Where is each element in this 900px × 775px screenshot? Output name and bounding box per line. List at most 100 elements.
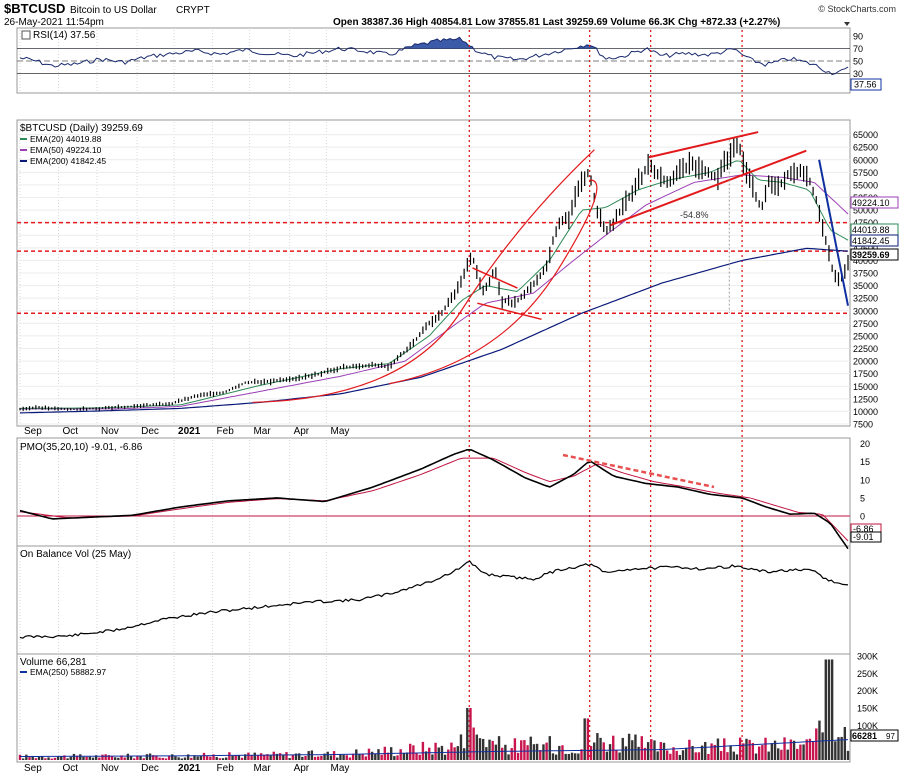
chart-date: 26-May-2021 11:54pm [4, 17, 104, 28]
volume-bar [738, 737, 742, 760]
chevron-down-icon[interactable] [844, 22, 850, 26]
volume-bar [761, 745, 764, 760]
ema200-legend: EMA(200) 41842.45 [30, 156, 106, 166]
volume-bar [751, 743, 755, 760]
volume-bar [418, 754, 421, 760]
volume-bar [516, 752, 520, 760]
volume-bar [818, 720, 821, 760]
volume-bar [542, 744, 545, 760]
volume-bar [580, 749, 583, 760]
volume-bar [669, 753, 672, 760]
volume-bar [361, 753, 364, 760]
volume-bar [646, 742, 650, 760]
volume-bar [47, 757, 50, 760]
volume-bar [434, 742, 437, 760]
volume-bar [313, 756, 317, 760]
volume-bar [358, 753, 361, 760]
volume-bar [351, 753, 355, 760]
volume-bar [570, 752, 574, 760]
price-badge [850, 196, 899, 209]
price-tick: 50000 [853, 206, 878, 216]
volume-bar [453, 747, 456, 760]
volume-bar [605, 751, 609, 760]
volume-bar [532, 744, 536, 760]
volume-bar [228, 752, 231, 760]
volume-bar [808, 738, 812, 760]
volume-bar [41, 756, 44, 760]
volume-bar [294, 753, 298, 760]
month-label: 2021 [178, 426, 201, 437]
volume-bar [526, 745, 529, 760]
trendlines [252, 131, 849, 403]
price-tick: 20000 [853, 357, 878, 367]
volume-bar [719, 751, 723, 760]
volume-bar [120, 755, 123, 760]
volume-bar [478, 738, 482, 760]
price-tick: 60000 [853, 155, 878, 165]
price-badge-label: 44019.88 [852, 225, 890, 235]
volume-bar [110, 756, 114, 760]
volume-bar [713, 744, 716, 760]
price-tick: 47500 [853, 218, 878, 228]
volume-bar [672, 747, 675, 760]
volume-bar [615, 750, 618, 760]
ema50-legend: EMA(50) 49224.10 [30, 145, 102, 155]
symbol-title: $BTCUSD [4, 1, 65, 16]
volume-bar [263, 754, 266, 760]
month-axis-bottom: Sep Oct Nov Dec 2021 Feb Mar Apr May [24, 763, 349, 774]
volume-bar [691, 745, 694, 760]
price-tick: 42500 [853, 243, 878, 253]
volume-bar [225, 757, 228, 760]
volume-bar [586, 718, 590, 760]
price-tick: 27500 [853, 319, 878, 329]
volume-bar [805, 739, 808, 760]
volume-bar [50, 758, 53, 760]
volume-bar [44, 758, 47, 760]
volume-bar [539, 750, 542, 760]
price-badge [850, 248, 899, 261]
volume-bar [513, 738, 517, 760]
volume-bar [186, 754, 190, 760]
volume-bar [796, 748, 799, 760]
volume-bar [364, 756, 367, 760]
volume-bar [152, 755, 155, 760]
month-label: Dec [141, 763, 159, 774]
top-resistance-line [648, 131, 759, 159]
volume-bar [355, 749, 358, 760]
volume-bar [377, 749, 380, 760]
volume-bar [66, 758, 69, 760]
volume-bar [573, 753, 577, 760]
volume-bar [60, 756, 63, 760]
volume-bar [653, 740, 656, 760]
price-tick: 55000 [853, 180, 878, 190]
volume-bar [846, 750, 850, 760]
price-tick: 30000 [853, 306, 878, 316]
volume-bar [348, 757, 352, 760]
volume-bar [304, 755, 307, 760]
volume-bar [742, 743, 745, 760]
volume-bar [301, 756, 304, 760]
parabolic-arc [252, 149, 595, 403]
volume-bar [475, 734, 479, 760]
volume-bar [117, 757, 120, 760]
volume-bar [91, 757, 95, 760]
checkbox-icon[interactable] [21, 30, 31, 40]
ema200-line [19, 247, 849, 414]
volume-bar [529, 736, 532, 760]
month-label: Mar [253, 426, 271, 437]
volume-bar [75, 755, 79, 760]
volume-bar [98, 757, 101, 760]
volume-bar [218, 758, 222, 760]
volume-bar [342, 754, 345, 760]
drawdown-annotation: -54.8% [680, 210, 709, 220]
volume-bar [101, 754, 104, 760]
volume-bar [332, 751, 336, 760]
volume-bar [707, 753, 710, 760]
volume-bar [564, 753, 567, 760]
price-tick: 25000 [853, 331, 878, 341]
wedge-bottom-line [477, 302, 542, 321]
price-tick: 57500 [853, 168, 878, 178]
parabolic-arc [388, 179, 598, 385]
volume-bar [665, 750, 669, 760]
